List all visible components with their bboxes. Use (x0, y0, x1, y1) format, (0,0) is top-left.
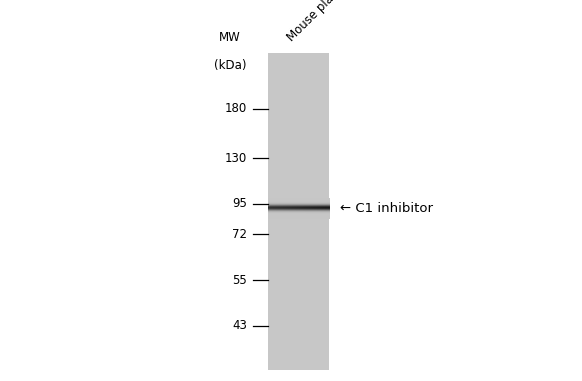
Bar (268, 53, 329, 370)
Text: 43: 43 (232, 319, 247, 332)
Text: ← C1 inhibitor: ← C1 inhibitor (340, 202, 434, 215)
Text: (kDa): (kDa) (214, 59, 246, 72)
Text: 95: 95 (232, 197, 247, 210)
Text: 180: 180 (225, 102, 247, 115)
Text: Mouse plasma: Mouse plasma (285, 0, 354, 44)
Text: 130: 130 (225, 152, 247, 165)
Text: MW: MW (219, 31, 241, 44)
Text: 55: 55 (233, 274, 247, 287)
Text: 72: 72 (232, 228, 247, 241)
